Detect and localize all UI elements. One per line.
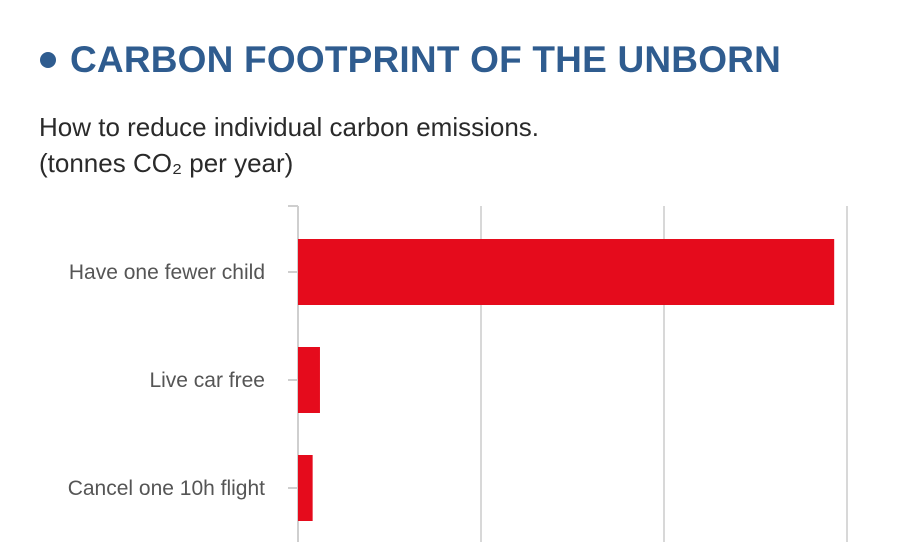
bar-have-one-fewer-child: [298, 239, 835, 305]
chart-title: CARBON FOOTPRINT OF THE UNBORN: [70, 39, 782, 80]
bar-live-car-free: [298, 347, 320, 413]
bars: [298, 239, 835, 521]
title-bullet-icon: [40, 52, 56, 68]
category-label: Have one fewer child: [69, 261, 265, 284]
category-labels: Have one fewer child Live car free Cancel …: [68, 261, 265, 500]
bar-cancel-one-10h-flight: [298, 455, 313, 521]
category-label: Live car free: [149, 369, 265, 392]
subtitle-line-1: How to reduce individual carbon emission…: [39, 112, 540, 142]
category-label: Cancel one 10h flight: [68, 477, 265, 500]
chart-subtitle: How to reduce individual carbon emission…: [39, 109, 539, 181]
y-axis: [288, 205, 299, 542]
title-row: CARBON FOOTPRINT OF THE UNBORN: [40, 36, 781, 84]
subtitle-line-2: (tonnes CO₂ per year): [39, 148, 294, 178]
